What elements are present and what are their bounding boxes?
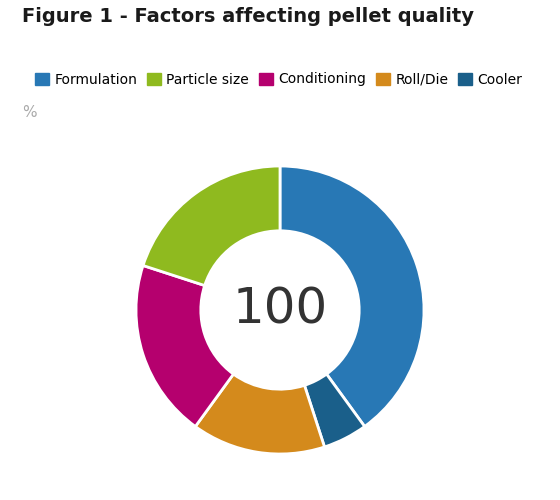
Wedge shape bbox=[305, 374, 365, 447]
Text: Figure 1 - Factors affecting pellet quality: Figure 1 - Factors affecting pellet qual… bbox=[22, 8, 474, 26]
Wedge shape bbox=[280, 166, 424, 426]
Wedge shape bbox=[143, 166, 280, 286]
Legend: Formulation, Particle size, Conditioning, Roll/Die, Cooler: Formulation, Particle size, Conditioning… bbox=[29, 67, 528, 92]
Wedge shape bbox=[136, 266, 234, 426]
Wedge shape bbox=[195, 374, 324, 454]
Text: %: % bbox=[22, 105, 37, 120]
Text: 100: 100 bbox=[232, 286, 328, 334]
